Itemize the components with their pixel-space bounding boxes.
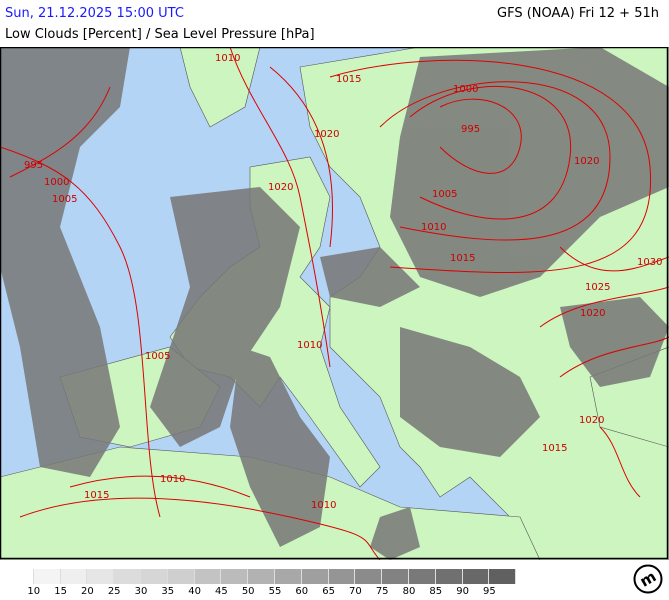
legend-label: 10 [27, 586, 41, 597]
low-cloud-areas [0, 47, 669, 560]
isobar-label: 1015 [336, 74, 361, 85]
parameter-title: Low Clouds [Percent] / Sea Level Pressur… [5, 27, 315, 42]
isobar-label: 1000 [44, 177, 69, 188]
legend-label: 80 [402, 586, 416, 597]
legend-swatch [7, 569, 34, 584]
isobar-label: 1015 [84, 490, 109, 501]
isobars [0, 47, 669, 560]
legend-labels: 10 15 20 25 30 35 40 45 50 55 60 65 70 75 80 85 90 95 [7, 586, 527, 600]
legend-swatch [301, 569, 329, 584]
map-canvas[interactable]: 1010 1015 1000 995 1020 1020 995 1000 10… [0, 47, 669, 560]
legend-swatch [435, 569, 463, 584]
legend-label: 85 [429, 586, 443, 597]
legend-swatch [140, 569, 168, 584]
legend-swatch [355, 569, 383, 584]
legend-label: 25 [107, 586, 121, 597]
legend-label: 60 [295, 586, 309, 597]
isobar-label: 1005 [145, 351, 170, 362]
isobar-label: 1020 [579, 415, 604, 426]
isobar-label: 1015 [450, 253, 475, 264]
model-run: GFS (NOAA) Fri 12 + 51h [497, 6, 659, 21]
isobar-label: 1010 [297, 340, 322, 351]
isobar-label: 1005 [52, 194, 77, 205]
legend-swatch [60, 569, 88, 584]
isobar-label: 1020 [580, 308, 605, 319]
legend-swatch [114, 569, 141, 584]
legend-swatch [489, 569, 517, 584]
valid-time: Sun, 21.12.2025 15:00 UTC [5, 6, 184, 21]
isobar-label: 1020 [574, 156, 599, 167]
legend-label: 45 [215, 586, 228, 597]
legend-swatch [33, 569, 61, 584]
color-legend [7, 569, 517, 584]
isobar-labels: 1010 1015 1000 995 1020 1020 995 1000 10… [24, 53, 662, 511]
legend-label: 35 [161, 586, 175, 597]
legend-label: 40 [188, 586, 201, 597]
meteoblue-logo-icon: m [633, 564, 663, 594]
legend-label: 30 [134, 586, 148, 597]
legend-label: 15 [54, 586, 67, 597]
isobar-label: 1005 [432, 189, 457, 200]
legend-label: 65 [322, 586, 335, 597]
isobar-label: 1030 [637, 257, 662, 268]
legend-swatch [248, 569, 275, 584]
isobar-label: 1025 [585, 282, 610, 293]
isobar-label: 1000 [453, 84, 478, 95]
legend-label: 70 [349, 586, 362, 597]
legend-label: 95 [483, 586, 496, 597]
isobar-label: 1010 [421, 222, 446, 233]
legend-swatch [462, 569, 490, 584]
legend-swatch [274, 569, 302, 584]
isobar-label: 1020 [268, 182, 293, 193]
legend-swatch [167, 569, 195, 584]
legend-label: 20 [81, 586, 94, 597]
legend-label: 90 [456, 586, 469, 597]
isobar-label: 1015 [542, 443, 567, 454]
isobar-label: 995 [24, 160, 43, 171]
svg-text:m: m [637, 567, 660, 590]
legend-swatch [382, 569, 409, 584]
legend-label: 50 [241, 586, 255, 597]
isobar-label: 1010 [160, 474, 185, 485]
legend-swatch [87, 569, 115, 584]
legend-swatch [328, 569, 356, 584]
isobar-label: 1020 [314, 129, 339, 140]
isobar-label: 995 [461, 124, 480, 135]
legend-swatch [194, 569, 222, 584]
map-frame [0, 47, 669, 560]
legend-swatch [221, 569, 249, 584]
legend-label: 75 [375, 586, 389, 597]
legend-label: 55 [268, 586, 282, 597]
isobar-label: 1010 [215, 53, 240, 64]
isobar-label: 1010 [311, 500, 336, 511]
legend-swatch [408, 569, 436, 584]
